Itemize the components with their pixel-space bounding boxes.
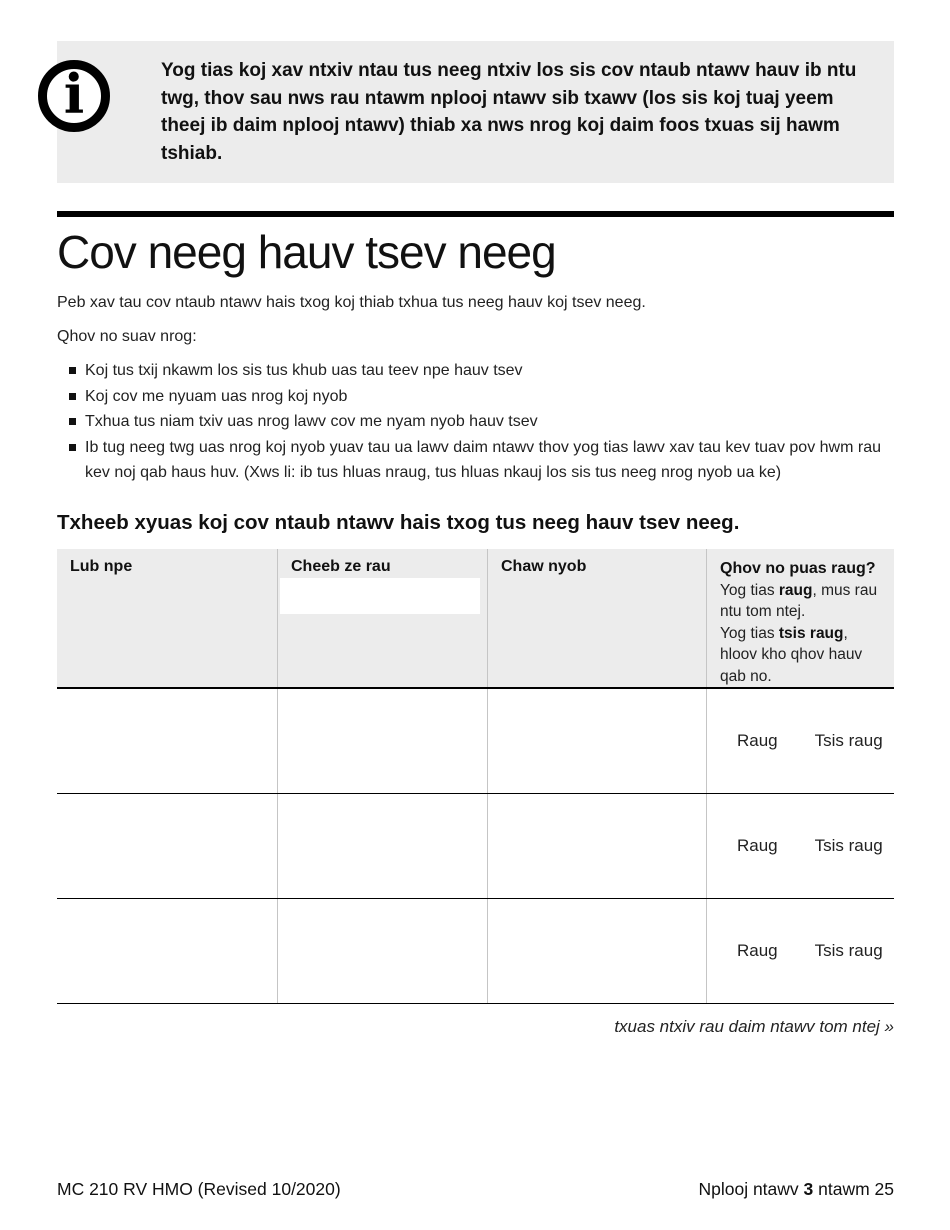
cell-address [487, 688, 706, 793]
column-header-address: Chaw nyob [487, 548, 706, 687]
info-icon: i [38, 60, 110, 132]
status-note-correct: Yog tias raug, mus rau ntu tom ntej. [720, 581, 878, 621]
list-item-other-people: Ib tug neeg twg uas nrog koj nyob yuav t… [57, 435, 894, 486]
cell-relationship [277, 898, 487, 1003]
table-row: Raug Tsis raug [57, 793, 894, 899]
form-page: i Yog tias koj xav ntxiv ntau tus neeg n… [38, 0, 894, 1037]
intro-paragraph: Peb xav tau cov ntaub ntawv hais txog ko… [57, 294, 646, 311]
raug-option: Raug [737, 730, 778, 750]
continuation-note: txuas ntxiv rau daim ntawv tom ntej » [614, 1016, 894, 1036]
form-number: MC 210 RV HMO (Revised 10/2020) [57, 1179, 341, 1199]
raug-option: Raug [737, 835, 778, 855]
household-members-list: Koj tus txij nkawm los sis tus khub uas … [57, 358, 894, 486]
column-header-relationship: Cheeb ze rau [277, 548, 487, 687]
tsis-raug-option: Tsis raug [814, 940, 883, 960]
tsis-raug-option: Tsis raug [814, 730, 883, 750]
cell-address [487, 898, 706, 1003]
column-header-relationship-label: Cheeb ze rau [291, 557, 391, 575]
info-icon-glyph: i [63, 61, 85, 126]
status-note-incorrect: Yog tias tsis raug, hloov kho qhov hauv … [720, 624, 863, 685]
cell-status: Raug Tsis raug [706, 688, 894, 793]
raug-option: Raug [737, 940, 778, 960]
section-divider-rule [57, 211, 894, 217]
cell-status: Raug Tsis raug [706, 793, 894, 898]
cell-relationship [277, 688, 487, 793]
page-number: Nplooj ntawv 3 ntawm 25 [698, 1179, 894, 1199]
table-header-row: Lub npe Cheeb ze rau Chaw nyob Qhov no p… [57, 548, 894, 689]
blank-field-patch [280, 577, 480, 614]
list-item-children: Koj cov me nyuam uas nrog koj nyob [57, 384, 894, 410]
column-header-status: Qhov no puas raug? Yog tias raug, mus ra… [706, 548, 894, 687]
page-footer: MC 210 RV HMO (Revised 10/2020) Nplooj n… [57, 1179, 894, 1200]
status-header-title: Qhov no puas raug? [720, 559, 876, 577]
cell-address [487, 793, 706, 898]
table-row: Raug Tsis raug [57, 898, 894, 1004]
list-intro: Qhov no suav nrog: [57, 328, 197, 345]
cell-name [57, 899, 277, 1003]
list-item-spouse: Koj tus txij nkawm los sis tus khub uas … [57, 358, 894, 384]
column-header-name: Lub npe [70, 557, 133, 575]
tsis-raug-option: Tsis raug [814, 835, 883, 855]
household-table: Lub npe Cheeb ze rau Chaw nyob Qhov no p… [57, 548, 894, 1004]
table-heading: Txheeb xyuas koj cov ntaub ntawv hais tx… [57, 510, 740, 534]
cell-name [57, 689, 277, 793]
info-callout: i Yog tias koj xav ntxiv ntau tus neeg n… [38, 41, 894, 183]
cell-relationship [277, 793, 487, 898]
cell-name [57, 794, 277, 898]
info-callout-text: Yog tias koj xav ntxiv ntau tus neeg ntx… [161, 60, 857, 164]
cell-status: Raug Tsis raug [706, 898, 894, 1003]
list-item-parents: Txhua tus niam txiv uas nrog lawv cov me… [57, 409, 894, 435]
page-title: Cov neeg hauv tsev neeg [57, 226, 557, 278]
table-row: Raug Tsis raug [57, 688, 894, 794]
